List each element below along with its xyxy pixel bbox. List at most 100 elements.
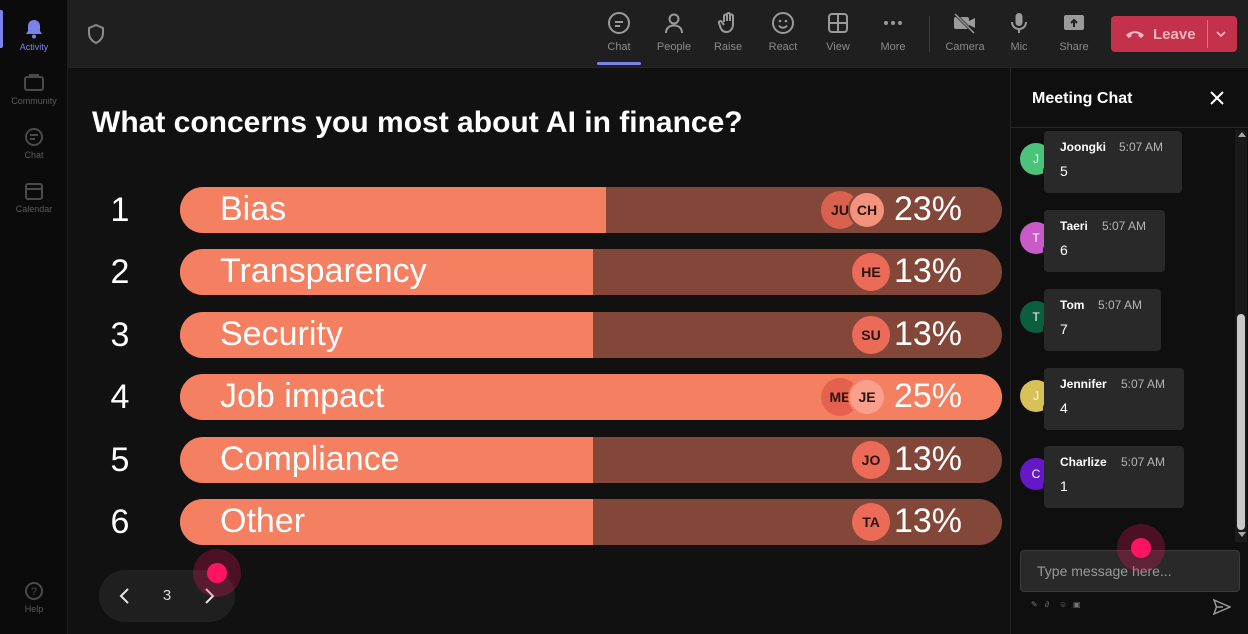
option-percent: 13% xyxy=(893,502,962,540)
poll-stage: What concerns you most about AI in finan… xyxy=(68,68,1010,634)
chat-message: J Jennifer 5:07 AM 4 xyxy=(1011,368,1231,432)
send-icon[interactable] xyxy=(1213,598,1231,616)
react-button[interactable]: React xyxy=(757,10,809,62)
message-text: 1 xyxy=(1060,478,1068,494)
message-bubble: Taeri 5:07 AM 6 xyxy=(1044,210,1165,272)
smile-icon xyxy=(770,10,796,36)
scroll-thumb[interactable] xyxy=(1237,314,1245,530)
option-bar-track: Other TA 13% xyxy=(180,499,1002,545)
bell-icon xyxy=(23,18,45,40)
attach-icon[interactable]: ∂ xyxy=(1045,600,1049,609)
option-number: 2 xyxy=(110,253,130,291)
chat-message: T Taeri 5:07 AM 6 xyxy=(1011,210,1231,274)
voter-avatar: TA xyxy=(852,503,890,541)
option-number: 5 xyxy=(110,441,130,479)
option-bar-track: Compliance JO 13% xyxy=(180,437,1002,483)
people-button[interactable]: People xyxy=(648,10,700,62)
option-percent: 13% xyxy=(893,440,962,478)
poll-option[interactable]: 2 Transparency HE 13% xyxy=(68,249,1010,295)
option-bar-fill xyxy=(180,499,593,545)
poll-option[interactable]: 5 Compliance JO 13% xyxy=(68,437,1010,483)
chat-title: Meeting Chat xyxy=(1032,90,1133,107)
option-percent: 13% xyxy=(893,315,962,353)
option-percent: 23% xyxy=(893,190,962,228)
chat-scrollbar[interactable] xyxy=(1235,130,1247,542)
voter-avatar: HE xyxy=(852,253,890,291)
person-icon xyxy=(661,10,687,36)
community-icon xyxy=(23,72,45,94)
page-number: 3 xyxy=(162,587,172,604)
emoji-icon[interactable]: ☺ xyxy=(1059,600,1068,609)
people-label: People xyxy=(656,41,692,53)
option-percent: 13% xyxy=(893,252,962,290)
sender-name: Tom xyxy=(1060,298,1085,312)
chat-icon xyxy=(606,10,632,36)
close-icon[interactable] xyxy=(1209,90,1225,106)
hand-icon xyxy=(715,10,741,36)
scroll-down-arrow-icon[interactable] xyxy=(1238,532,1246,537)
gif-icon[interactable]: ▣ xyxy=(1073,600,1081,609)
phone-hangup-icon xyxy=(1126,31,1144,38)
meeting-chat-panel: Meeting Chat J Joongki 5:07 AM 5 T Taeri… xyxy=(1010,68,1248,634)
rail-active-indicator xyxy=(0,10,3,48)
grid-icon xyxy=(825,10,851,36)
message-composer[interactable] xyxy=(1020,550,1240,592)
rail-item-activity[interactable]: Activity xyxy=(0,8,68,60)
sender-name: Charlize xyxy=(1060,455,1107,469)
message-input[interactable] xyxy=(1021,551,1239,591)
raise-hand-button[interactable]: Raise xyxy=(702,10,754,62)
scroll-up-arrow-icon[interactable] xyxy=(1238,132,1246,137)
mic-button[interactable]: Mic xyxy=(993,10,1045,62)
option-bar-fill xyxy=(180,312,593,358)
message-time: 5:07 AM xyxy=(1121,377,1166,391)
leave-label: Leave xyxy=(1153,25,1196,43)
leave-button[interactable]: Leave xyxy=(1111,16,1237,52)
chat-message: J Joongki 5:07 AM 5 xyxy=(1011,131,1231,195)
raise-label: Raise xyxy=(713,41,743,53)
poll-option[interactable]: 1 Bias JU CH 23% xyxy=(68,187,1010,233)
click-indicator xyxy=(193,549,241,597)
poll-option[interactable]: 3 Security SU 13% xyxy=(68,312,1010,358)
camera-off-icon xyxy=(952,10,978,36)
sender-name: Joongki xyxy=(1060,140,1107,154)
toolbar-divider xyxy=(929,16,930,52)
chevron-left-icon[interactable] xyxy=(115,586,135,606)
chat-header: Meeting Chat xyxy=(1011,68,1248,128)
share-button[interactable]: Share xyxy=(1048,10,1100,62)
rail-label: Community xyxy=(11,96,57,106)
view-button[interactable]: View xyxy=(812,10,864,62)
rail-label: Calendar xyxy=(15,204,53,214)
option-label: Transparency xyxy=(220,252,427,290)
rail-item-help[interactable]: ? Help xyxy=(0,570,68,622)
camera-button[interactable]: Camera xyxy=(939,10,991,62)
rail-label: Activity xyxy=(19,42,49,52)
rail-item-calendar[interactable]: Calendar xyxy=(0,170,68,222)
option-bar-track: Bias JU CH 23% xyxy=(180,187,1002,233)
option-bar-fill xyxy=(180,249,593,295)
shield-icon[interactable] xyxy=(86,23,106,45)
chat-button[interactable]: Chat xyxy=(593,10,645,62)
poll-option[interactable]: 6 Other TA 13% xyxy=(68,499,1010,545)
chevron-down-icon[interactable] xyxy=(1215,28,1227,40)
option-bar-fill xyxy=(180,187,606,233)
rail-item-chat[interactable]: Chat xyxy=(0,116,68,168)
share-label: Share xyxy=(1059,41,1089,53)
chat-bubble-icon xyxy=(23,126,45,148)
sender-name: Taeri xyxy=(1060,219,1088,233)
voter-avatar: SU xyxy=(852,316,890,354)
rail-item-community[interactable]: Community xyxy=(0,62,68,114)
option-number: 1 xyxy=(110,191,130,229)
option-label: Job impact xyxy=(220,377,385,415)
formatting-toolbar: ✎ ∂ ☺ ▣ xyxy=(1031,601,1081,609)
more-button[interactable]: More xyxy=(867,10,919,62)
poll-option[interactable]: 4 Job impact ME JE 25% xyxy=(68,374,1010,420)
message-time: 5:07 AM xyxy=(1119,140,1164,154)
react-label: React xyxy=(768,41,798,53)
meeting-toolbar: Chat People Raise React View More xyxy=(68,0,1248,68)
format-icon[interactable]: ✎ xyxy=(1031,600,1038,609)
option-bar-track: Transparency HE 13% xyxy=(180,249,1002,295)
chevron-right-icon[interactable] xyxy=(199,586,219,606)
microphone-icon xyxy=(1006,10,1032,36)
sender-name: Jennifer xyxy=(1060,377,1107,391)
message-time: 5:07 AM xyxy=(1121,455,1166,469)
